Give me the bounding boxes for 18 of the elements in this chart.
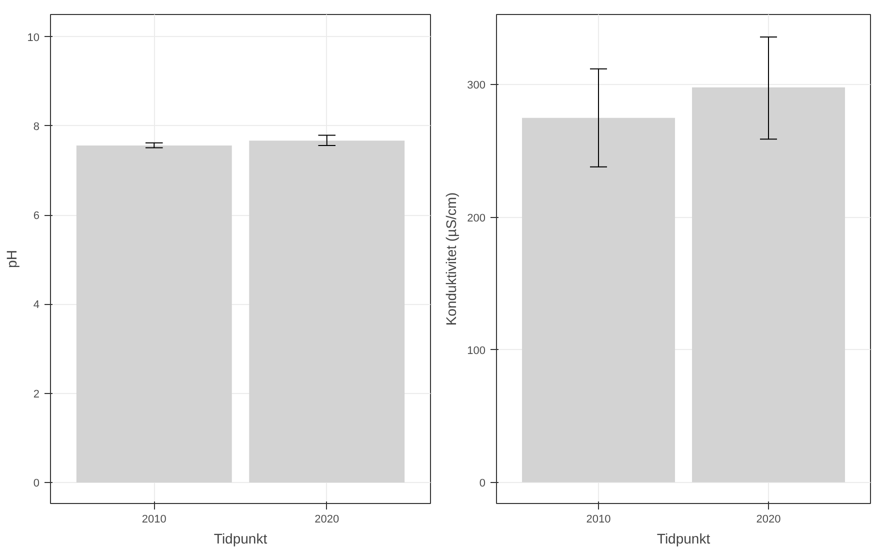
y-tick-label: 6 <box>33 210 40 222</box>
x-tick-label: 2020 <box>314 514 340 526</box>
y-tick-label: 300 <box>467 80 486 92</box>
y-axis-title: pH <box>3 250 20 268</box>
y-tick-label: 0 <box>479 477 486 490</box>
y-tick-label: 2 <box>33 388 40 400</box>
y-tick-label: 200 <box>467 212 486 224</box>
x-tick-label: 2010 <box>586 514 611 526</box>
y-tick-label: 10 <box>27 32 40 44</box>
y-tick-label: 0 <box>33 478 40 490</box>
y-axis-title: Konduktivitet (µS/cm) <box>443 192 460 326</box>
y-tick-label: 4 <box>33 299 40 312</box>
x-axis-title: Tidpunkt <box>214 530 268 546</box>
x-tick-label: 2010 <box>142 514 166 526</box>
y-tick-label: 8 <box>33 120 40 133</box>
x-axis-title: Tidpunkt <box>656 530 710 546</box>
x-tick-label: 2020 <box>756 514 781 526</box>
y-tick-label: 100 <box>467 344 486 357</box>
